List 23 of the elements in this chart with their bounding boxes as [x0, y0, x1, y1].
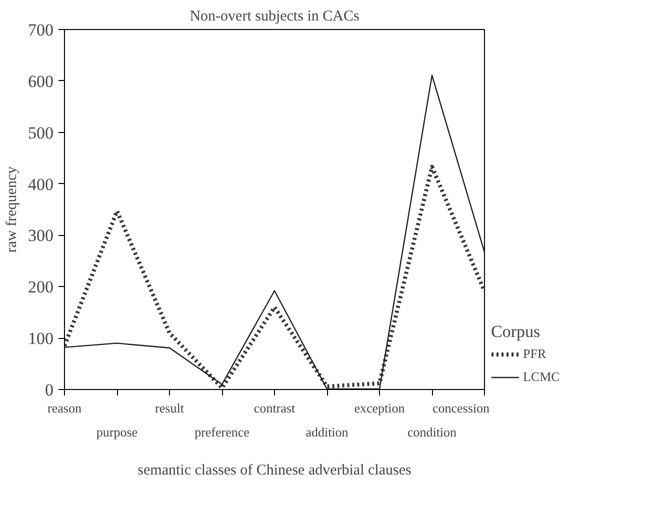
legend-label: PFR	[523, 346, 546, 362]
chart-title: Non-overt subjects in CACs	[190, 8, 360, 24]
y-tick-label: 500	[28, 123, 54, 142]
x-tick-label: exception	[354, 400, 406, 416]
x-tick-label: concession	[432, 400, 490, 416]
y-axis-title: raw frequency	[4, 166, 20, 253]
x-axis-title: semantic classes of Chinese adverbial clauses	[138, 462, 412, 478]
x-tick-label: addition	[306, 424, 349, 440]
legend-label: LCMC	[523, 369, 560, 385]
x-tick-label: reason	[48, 400, 82, 416]
x-tick-label: condition	[407, 424, 458, 440]
y-tick-label: 600	[28, 72, 54, 91]
x-tick-label: purpose	[96, 424, 138, 440]
x-tick-label: result	[155, 400, 184, 416]
y-tick-label: 100	[28, 329, 54, 348]
legend-title: Corpus	[491, 322, 542, 342]
x-tick-label: preference	[194, 424, 250, 440]
y-tick-label: 400	[28, 174, 54, 194]
y-tick-label: 700	[28, 20, 54, 40]
y-tick-label: 0	[45, 380, 54, 400]
y-tick-label: 300	[28, 226, 54, 246]
x-tick-label: contrast	[254, 400, 296, 416]
y-tick-label: 200	[28, 278, 54, 297]
